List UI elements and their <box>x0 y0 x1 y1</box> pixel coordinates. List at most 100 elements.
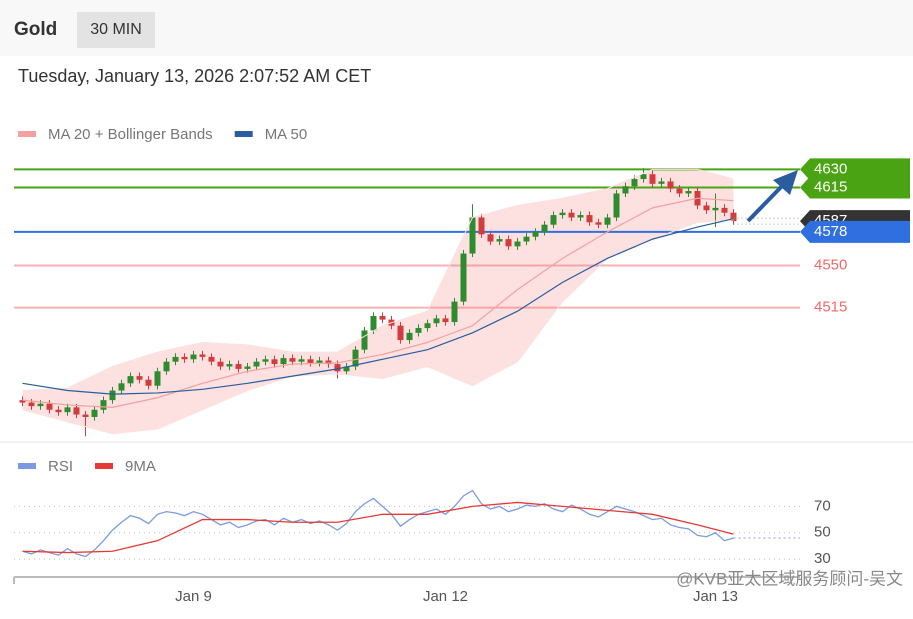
candle-body <box>64 407 71 413</box>
candle-body <box>487 234 494 242</box>
candle-body <box>496 239 503 242</box>
candle-body <box>685 191 692 194</box>
indicator-line <box>22 501 734 554</box>
level-label: 4515 <box>814 299 847 316</box>
candle-body <box>46 403 53 410</box>
candle-body <box>154 371 161 386</box>
candle-body <box>307 359 314 363</box>
candle-body <box>478 217 485 235</box>
level-box <box>800 158 910 181</box>
candle-body <box>676 188 683 194</box>
candle-body <box>451 301 458 323</box>
candle-body <box>514 241 521 247</box>
candle-body <box>226 364 233 367</box>
interval-badge <box>77 12 155 48</box>
candle-body <box>325 360 332 365</box>
candle-body <box>604 217 611 225</box>
candle-body <box>370 316 377 331</box>
candle-body <box>712 207 719 211</box>
candle-body <box>334 364 341 372</box>
candle-body <box>253 361 260 367</box>
candle-body <box>622 186 629 194</box>
candle-body <box>703 205 710 211</box>
candle-body <box>433 318 440 324</box>
candle-body <box>424 323 431 329</box>
candle-body <box>145 379 152 386</box>
bollinger-band <box>22 169 734 434</box>
candle-body <box>730 212 737 222</box>
candle-body <box>667 181 674 189</box>
y-tick-label: 30 <box>814 550 831 567</box>
candle-body <box>289 358 296 362</box>
x-tick-label: Jan 9 <box>175 588 212 605</box>
x-tick-label: Jan 13 <box>693 588 738 605</box>
chart-title: Gold <box>14 19 57 40</box>
level-label: 4550 <box>814 257 847 274</box>
candle-body <box>559 212 566 216</box>
candle-body <box>541 224 548 232</box>
moving-average <box>22 218 734 395</box>
timestamp: Tuesday, January 13, 2026 2:07:52 AM CET <box>18 66 371 86</box>
candle-body <box>649 174 656 184</box>
candle-body <box>343 366 350 372</box>
candle-body <box>469 217 476 254</box>
watermark: @KVB亚太区域服务顾问-吴文 <box>676 569 903 588</box>
candle-body <box>163 361 170 372</box>
candle-body <box>523 236 530 242</box>
candle-body <box>658 181 665 184</box>
candle-body <box>19 400 26 403</box>
candle-body <box>127 376 134 384</box>
candle-body <box>640 174 647 180</box>
candle-body <box>631 179 638 187</box>
level-box <box>800 220 910 243</box>
candle-body <box>721 207 728 213</box>
candle-body <box>397 325 404 341</box>
level-label: 4615 <box>814 178 847 195</box>
candle-body <box>442 318 449 323</box>
x-tick-label: Jan 12 <box>423 588 468 605</box>
legend-swatch <box>234 131 253 137</box>
candle-body <box>280 358 287 365</box>
legend-label: 9MA <box>125 458 156 475</box>
candle-body <box>361 330 368 350</box>
candle-body <box>505 239 512 247</box>
candle-body <box>298 359 305 362</box>
level-box <box>800 176 910 199</box>
moving-average <box>22 197 734 408</box>
candle-body <box>532 231 539 237</box>
y-tick-label: 50 <box>814 524 831 541</box>
candle-body <box>73 407 80 415</box>
legend-label: MA 50 <box>265 126 308 143</box>
y-tick-label: 70 <box>814 497 831 514</box>
legend-swatch <box>18 463 36 469</box>
candle-body <box>595 222 602 225</box>
candle-body <box>244 366 251 369</box>
candle-body <box>235 364 242 369</box>
candle-body <box>181 356 188 360</box>
legend-swatch <box>18 131 36 137</box>
trend-arrow <box>746 170 798 223</box>
candle-body <box>199 354 206 357</box>
arrow-head <box>773 170 798 195</box>
level-label: 4630 <box>814 160 847 177</box>
interval: 30 MIN <box>90 21 142 38</box>
candle-body <box>316 360 323 363</box>
candle-body <box>415 328 422 333</box>
candle-body <box>190 354 197 360</box>
candle-body <box>37 403 44 407</box>
candle-body <box>352 349 359 367</box>
band-upper <box>22 168 734 392</box>
candle-body <box>100 400 107 410</box>
legend-label: RSI <box>48 458 73 475</box>
candle-body <box>109 390 116 401</box>
candle-body <box>460 253 467 302</box>
candle-body <box>271 359 278 365</box>
candle-body <box>118 383 125 391</box>
candle-body <box>208 356 215 362</box>
candle-body <box>406 332 413 341</box>
level-label: 4578 <box>814 223 847 240</box>
candle-body <box>550 215 557 225</box>
arrow-shaft <box>746 182 786 223</box>
legend-swatch <box>95 463 114 469</box>
